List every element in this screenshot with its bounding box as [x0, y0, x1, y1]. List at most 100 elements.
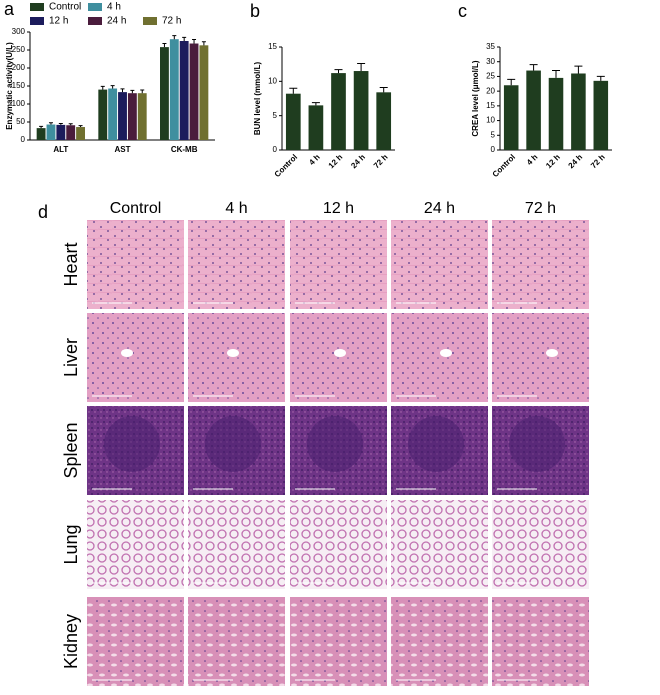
micrograph [391, 597, 488, 686]
bar [189, 43, 199, 140]
x-tick-label: 24 h [349, 152, 367, 170]
error-bar [182, 36, 187, 41]
error-bar [192, 39, 197, 44]
y-tick-label: 50 [16, 117, 25, 126]
micrograph [391, 220, 488, 309]
legend-label: 4 h [107, 2, 121, 13]
y-tick-label: 5 [273, 111, 278, 120]
legend-swatch [30, 3, 44, 11]
y-tick-label: 10 [268, 76, 277, 85]
bar [169, 39, 179, 141]
bar [331, 73, 346, 150]
error-bar [100, 85, 105, 90]
bar [127, 93, 137, 140]
error-bar [78, 125, 83, 128]
micrograph [492, 313, 589, 402]
error-bar [172, 35, 177, 40]
y-tick-label: 0 [491, 145, 496, 154]
follicle [509, 416, 565, 472]
vessel [546, 349, 558, 357]
y-tick-label: 5 [491, 130, 496, 139]
follicle [408, 416, 464, 472]
y-axis-label: BUN level (mmol/L) [253, 61, 262, 135]
micrograph [290, 220, 387, 309]
bar [137, 93, 147, 140]
bar [160, 47, 169, 141]
bar [503, 85, 519, 150]
error-bar [48, 122, 53, 125]
y-tick-label: 300 [12, 27, 26, 36]
micrograph [87, 500, 184, 589]
vessel [121, 349, 133, 357]
panel-label: a [4, 0, 15, 19]
bar [526, 70, 541, 150]
micrograph [290, 500, 387, 589]
vessel [227, 349, 239, 357]
vessel [334, 349, 346, 357]
error-bar [574, 65, 583, 74]
row-label: Kidney [61, 614, 81, 669]
error-bar [120, 88, 125, 93]
bar [308, 105, 324, 150]
column-header: 72 h [525, 200, 556, 217]
legend-swatch [143, 17, 157, 25]
x-tick-label: 4 h [525, 152, 540, 167]
x-tick-label: 12 h [327, 152, 345, 170]
bar [353, 71, 369, 150]
micrograph [492, 500, 589, 589]
x-tick-label: Control [491, 153, 517, 179]
x-tick-label: CK-MB [171, 145, 198, 154]
micrograph [188, 597, 285, 686]
micrograph [492, 597, 589, 686]
error-bar [58, 122, 63, 125]
x-tick-label: 72 h [589, 152, 607, 170]
error-bar [596, 75, 605, 81]
panel-label: b [250, 1, 260, 21]
y-tick-label: 250 [12, 45, 26, 54]
bar [179, 41, 189, 140]
legend-swatch [30, 17, 44, 25]
legend-label: 24 h [107, 16, 126, 27]
legend-label: Control [49, 2, 81, 13]
column-header: 12 h [323, 200, 354, 217]
error-bar [130, 89, 135, 94]
bar [376, 92, 392, 150]
row-label: Heart [61, 242, 81, 286]
bar [571, 73, 586, 150]
y-tick-label: 25 [486, 72, 495, 81]
error-bar [140, 89, 145, 94]
error-bar [379, 87, 388, 93]
bar [118, 92, 127, 140]
y-axis-label: CREA level (μmol/L) [471, 60, 480, 137]
error-bar [334, 69, 343, 74]
vessel [440, 349, 452, 357]
legend-swatch [88, 3, 102, 11]
legend-label: 12 h [49, 16, 68, 27]
row-label: Spleen [61, 422, 81, 478]
error-bar [529, 64, 538, 71]
micrograph [492, 220, 589, 309]
micrograph [87, 313, 184, 402]
y-tick-label: 10 [486, 116, 495, 125]
error-bar [357, 62, 366, 72]
bar [76, 127, 85, 140]
legend-label: 72 h [162, 16, 181, 27]
x-tick-label: 4 h [307, 152, 322, 167]
bar [548, 77, 564, 150]
x-tick-label: AST [115, 145, 131, 154]
y-tick-label: 150 [12, 81, 26, 90]
micrograph [188, 500, 285, 589]
y-tick-label: 15 [486, 101, 495, 110]
column-header: 4 h [225, 200, 247, 217]
y-tick-label: 30 [486, 57, 495, 66]
bar [36, 128, 46, 140]
y-tick-label: 100 [12, 99, 26, 108]
error-bar [201, 41, 206, 46]
micrograph [290, 313, 387, 402]
x-tick-label: 24 h [567, 152, 585, 170]
error-bar [507, 78, 516, 86]
y-tick-label: 35 [486, 42, 495, 51]
follicle [104, 416, 160, 472]
bar [593, 80, 609, 150]
